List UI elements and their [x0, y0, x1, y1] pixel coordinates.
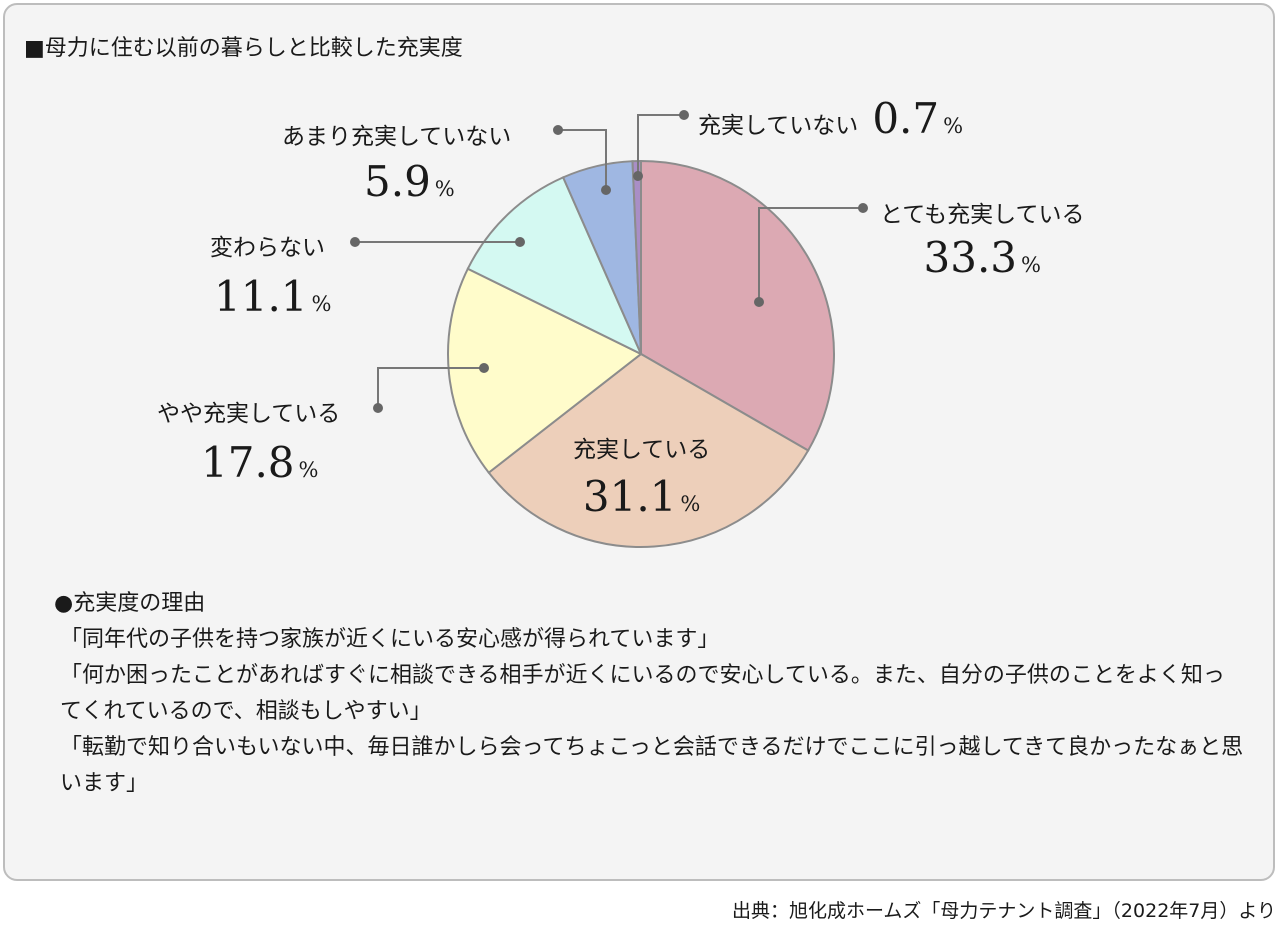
value-label: 31.1%	[582, 472, 701, 521]
slice-unchanged	[466, 176, 644, 357]
leader-dot	[350, 237, 360, 247]
value-label: 17.8%	[201, 438, 319, 487]
category-label: 充実している	[573, 437, 711, 463]
slice-somewhat-fulfilled	[447, 267, 643, 475]
slice-fulfilled	[487, 352, 810, 548]
leader-not-very-fulfilled	[558, 129, 607, 190]
category-label: 変わらない	[210, 235, 325, 261]
leader-dot	[754, 297, 764, 307]
reason-item: 「何か困ったことがあればすぐに相談できる相手が近くにいるので安心している。また、…	[60, 663, 1225, 724]
value-label: 33.3%	[923, 233, 1041, 282]
reasons-section: ●充実度の理由 「同年代の子供を持つ家族が近くにいる安心感が得られています」 「…	[54, 586, 1244, 802]
slice-very-fulfilled	[640, 159, 835, 452]
category-label: やや充実している	[157, 401, 341, 427]
slice-not-fulfilled	[631, 159, 642, 355]
leader-dot	[858, 203, 868, 213]
value-label: 5.9%	[364, 157, 455, 206]
source-note: 出典：旭化成ホームズ「母力テナント調査」（2022年7月）より	[732, 900, 1276, 922]
reasons-heading: ●充実度の理由	[54, 591, 206, 616]
label-unchanged: 変わらない 11.1%	[210, 228, 331, 318]
leader-somewhat-fulfilled	[377, 367, 484, 408]
value-label: 11.1%	[214, 272, 332, 321]
leader-dot	[373, 403, 383, 413]
leader-dot	[553, 125, 563, 135]
leader-dot	[679, 110, 689, 120]
leader-dot	[633, 171, 643, 181]
leader-not-fulfilled	[637, 114, 684, 176]
value-label: 0.7%	[872, 94, 964, 143]
label-very-fulfilled: とても充実している 33.3%	[880, 195, 1084, 279]
chart-title: ■母力に住む以前の暮らしと比較した充実度	[24, 36, 463, 61]
category-label: とても充実している	[880, 202, 1085, 228]
label-somewhat-fulfilled: やや充実している 17.8%	[157, 394, 340, 484]
label-not-fulfilled: 充実していない 0.7%	[698, 94, 963, 143]
label-fulfilled: 充実している 31.1%	[573, 430, 710, 518]
category-label: あまり充実していない	[282, 124, 512, 150]
leader-dot	[479, 363, 489, 373]
leader-very-fulfilled	[758, 207, 863, 302]
reason-item: 「転勤で知り合いもいない中、毎日誰かしら会ってちょこっと会話できるだけでここに引…	[60, 735, 1244, 796]
leader-dot	[515, 237, 525, 247]
category-label: 充実していない	[698, 113, 859, 139]
label-not-very-fulfilled: あまり充実していない 5.9%	[282, 117, 511, 203]
leader-dot	[601, 185, 611, 195]
reason-item: 「同年代の子供を持つ家族が近くにいる安心感が得られています」	[60, 627, 720, 652]
